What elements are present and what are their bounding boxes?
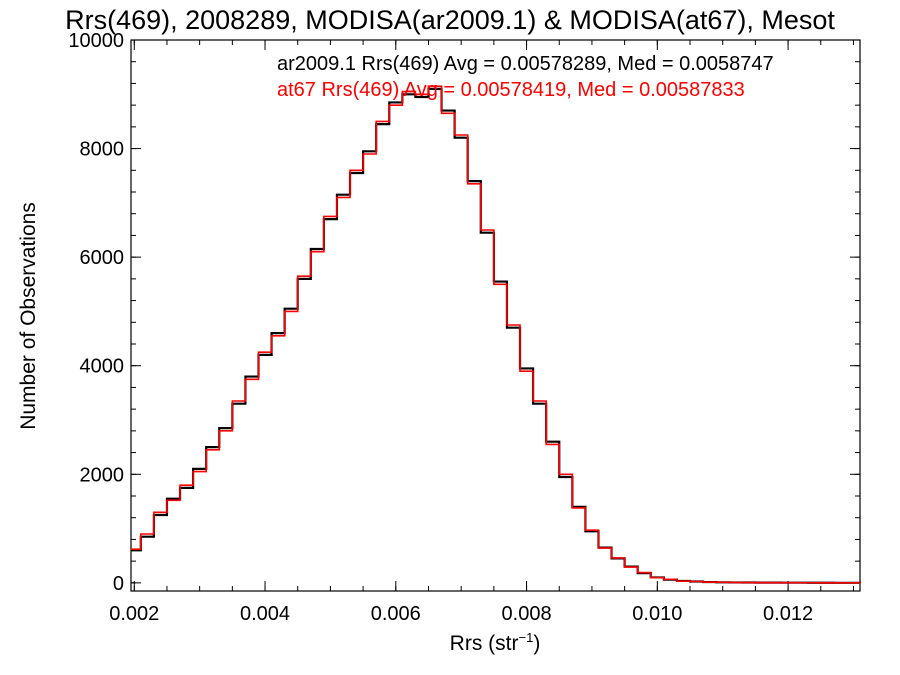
x-axis-label-close: ) xyxy=(533,632,540,655)
series-line-at67 xyxy=(131,85,861,584)
y-axis-label: Number of Observations xyxy=(17,202,40,430)
x-axis-label-main: Rrs (str xyxy=(450,632,519,655)
legend: ar2009.1 Rrs(469) Avg = 0.00578289, Med … xyxy=(277,53,774,101)
x-axis-label-superscript: −1 xyxy=(519,630,534,645)
axis-ticks: 0.002 0.004 0.006 0.008 0.010 0.012 0 2000 4000 6… xyxy=(68,30,860,625)
legend-at67: at67 Rrs(469) Avg = 0.00578419, Med = 0.… xyxy=(277,79,745,101)
plot-frame xyxy=(130,39,861,592)
x-tick-label: 0.012 xyxy=(763,603,813,625)
y-tick-label: 4000 xyxy=(80,356,125,378)
x-tick-label: 0.006 xyxy=(371,603,421,625)
x-tick-label: 0.002 xyxy=(109,603,159,625)
x-tick-label: 0.008 xyxy=(502,603,552,625)
legend-ar2009-1: ar2009.1 Rrs(469) Avg = 0.00578289, Med … xyxy=(277,53,774,75)
x-tick-label: 0.004 xyxy=(240,603,290,625)
x-axis-label: Rrs (str−1) xyxy=(450,630,541,655)
x-tick-label: 0.010 xyxy=(632,603,682,625)
y-tick-label: 6000 xyxy=(80,247,125,269)
y-tick-label: 2000 xyxy=(80,464,125,486)
y-tick-label: 10000 xyxy=(68,30,124,52)
series-line-ar2009-1 xyxy=(131,87,862,584)
y-tick-label: 8000 xyxy=(80,139,125,161)
series-layer xyxy=(131,85,862,584)
y-tick-label: 0 xyxy=(113,573,124,595)
chart-title: Rrs(469), 2008289, MODISA(ar2009.1) & MO… xyxy=(65,5,835,35)
